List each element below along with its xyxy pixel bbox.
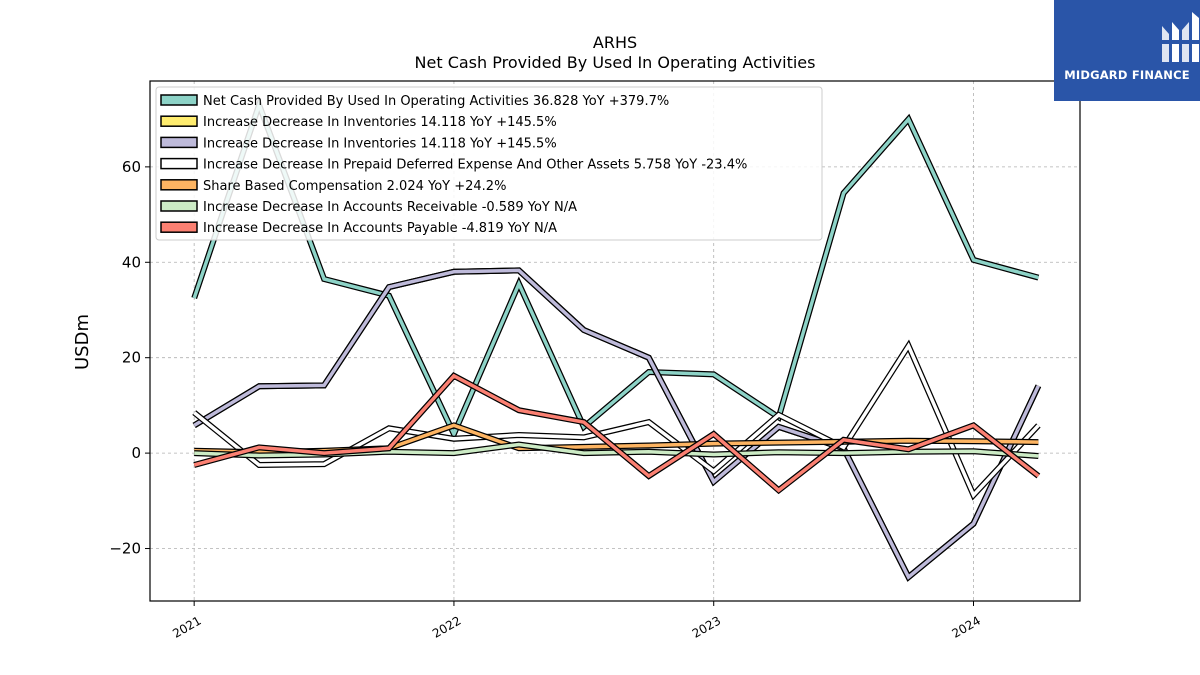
legend-label: Increase Decrease In Prepaid Deferred Ex… [203, 158, 747, 173]
y-tick-label: 20 [122, 349, 141, 367]
series-line-6 [193, 373, 1040, 493]
series-line-outline-1 [192, 267, 1042, 582]
legend-swatch [160, 115, 198, 127]
series-line-outline-6 [193, 372, 1041, 495]
legend: Net Cash Provided By Used In Operating A… [155, 86, 823, 241]
y-tick-label: −20 [109, 540, 141, 558]
series-line-outline-3 [192, 339, 1041, 501]
legend-swatch [160, 200, 198, 212]
plot-area-frame [149, 80, 1081, 602]
legend-swatch [160, 221, 198, 233]
series-line-2 [193, 268, 1040, 580]
series-line-1 [193, 268, 1040, 580]
legend-swatch [160, 94, 198, 106]
y-axis-label: USDm [72, 314, 93, 370]
series-line-outline-2 [192, 267, 1042, 582]
y-tick-label: 60 [122, 158, 141, 176]
chart-title: ARHS [593, 33, 637, 52]
y-tick-label: 40 [122, 253, 141, 271]
legend-label: Increase Decrease In Accounts Receivable… [203, 200, 577, 215]
legend-box [155, 86, 823, 241]
brand-logo: MIDGARD FINANCE [1054, 0, 1200, 101]
brand-name: MIDGARD FINANCE [1064, 68, 1190, 82]
x-tick-label: 2023 [690, 613, 723, 640]
series-lines [191, 95, 1042, 582]
legend-label: Increase Decrease In Accounts Payable -4… [203, 221, 557, 236]
y-tick-label: 0 [131, 444, 141, 462]
x-tick-label: 2021 [170, 613, 203, 640]
legend-label: Increase Decrease In Inventories 14.118 … [203, 115, 557, 130]
chart-subtitle: Net Cash Provided By Used In Operating A… [415, 53, 816, 72]
legend-label: Increase Decrease In Inventories 14.118 … [203, 136, 557, 151]
legend-swatch [160, 136, 198, 149]
x-tick-label: 2022 [430, 613, 463, 640]
legend-swatch [160, 157, 198, 170]
legend-label: Share Based Compensation 2.024 YoY +24.2… [203, 179, 506, 194]
x-tick-label: 2024 [950, 613, 983, 640]
legend-label: Net Cash Provided By Used In Operating A… [203, 94, 669, 109]
legend-swatch [160, 179, 198, 191]
series-line-3 [193, 342, 1040, 499]
series-line-0 [192, 99, 1039, 439]
brand-mark-icon [1160, 12, 1200, 62]
